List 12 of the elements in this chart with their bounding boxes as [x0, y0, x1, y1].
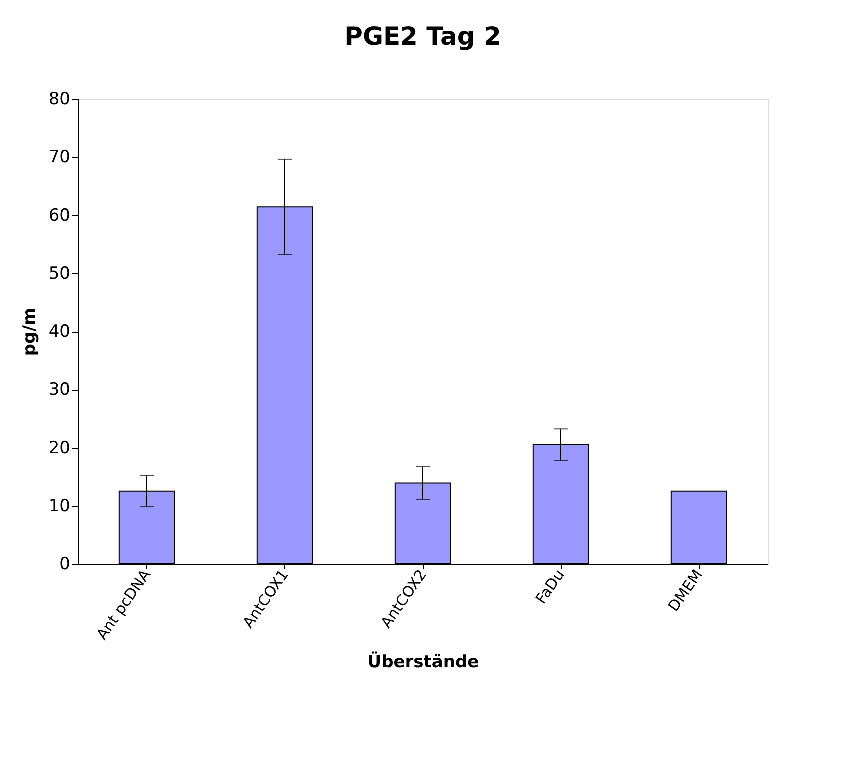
y-tick-label: 10	[48, 496, 70, 516]
y-tick-label: 30	[48, 380, 70, 400]
y-tick-label: 40	[48, 322, 70, 342]
y-axis-title: pg/m	[20, 308, 40, 356]
y-tick-label: 60	[48, 206, 70, 226]
y-tick-label: 20	[48, 438, 70, 458]
y-tick-label: 50	[48, 264, 70, 284]
y-tick-label: 80	[48, 90, 70, 110]
y-tick-label: 0	[60, 554, 70, 574]
x-axis-title: Überstände	[368, 652, 480, 673]
chart-title: PGE2 Tag 2	[344, 22, 502, 51]
y-tick-label: 70	[48, 148, 70, 168]
